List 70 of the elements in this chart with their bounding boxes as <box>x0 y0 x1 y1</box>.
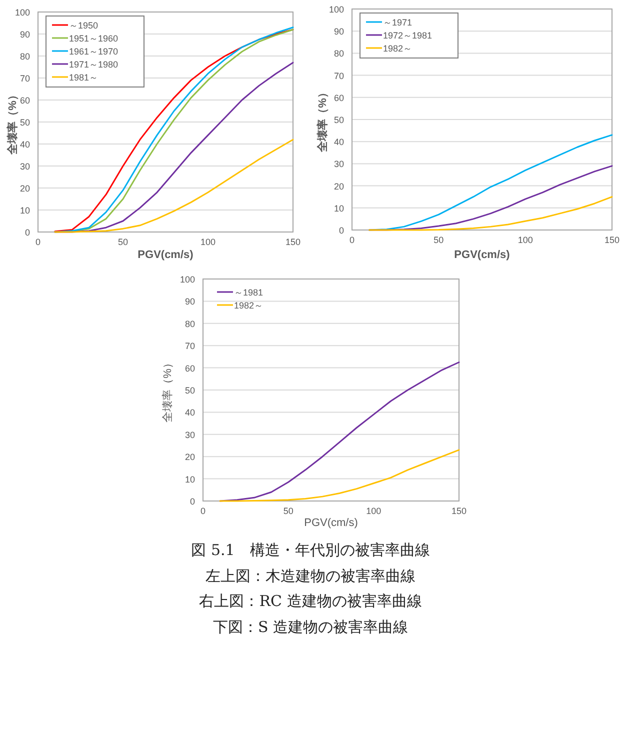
legend-label: 1951～1960 <box>69 34 118 44</box>
y-tick-label: 80 <box>184 318 195 329</box>
y-tick-label: 0 <box>190 496 195 506</box>
x-tick-label: 150 <box>451 506 467 516</box>
y-tick-label: 40 <box>334 137 344 148</box>
y-tick-label: 50 <box>184 386 195 396</box>
y-tick-label: 10 <box>20 206 30 216</box>
y-tick-label: 80 <box>20 52 30 62</box>
legend-label: ～1950 <box>69 20 98 30</box>
legend-label: 1971～1980 <box>69 60 118 70</box>
y-tick-label: 100 <box>328 4 344 14</box>
legend-label: 1972～1981 <box>383 30 432 40</box>
y-axis-title: 全壊率（%） <box>161 358 174 422</box>
x-tick-label: 100 <box>200 237 216 247</box>
x-axis-title: PGV(cm/s) <box>454 249 510 261</box>
line-series <box>368 196 613 231</box>
text: 下図：S 造建物の被害率曲線 <box>212 618 410 636</box>
x-tick-label: 50 <box>118 237 128 247</box>
legend-label: ～1971 <box>383 18 412 28</box>
x-tick-label: 100 <box>518 235 533 245</box>
y-tick-label: 50 <box>334 115 344 125</box>
y-tick-label: 30 <box>20 162 30 172</box>
legend-label: 1982～ <box>383 44 412 54</box>
y-tick-label: 20 <box>334 181 344 192</box>
x-tick-label: 50 <box>283 506 294 516</box>
x-tick-label: 0 <box>35 237 41 247</box>
y-tick-label: 10 <box>334 203 344 214</box>
x-tick-label: 0 <box>349 235 355 245</box>
y-tick-label: 90 <box>334 26 344 37</box>
y-tick-label: 10 <box>184 474 195 484</box>
x-axis-title: PGV(cm/s) <box>304 517 358 529</box>
y-tick-label: 60 <box>334 92 344 103</box>
line-series <box>368 134 613 231</box>
y-tick-label: 100 <box>14 8 30 18</box>
x-tick-label: 150 <box>285 237 301 247</box>
legend-label: 1982～ <box>234 300 264 310</box>
y-tick-label: 90 <box>20 30 30 40</box>
y-tick-label: 80 <box>334 48 344 59</box>
text: 右上図：RC 造建物の被害率曲線 <box>198 592 423 611</box>
y-tick-label: 70 <box>184 341 195 352</box>
y-tick-label: 60 <box>184 363 195 374</box>
y-tick-label: 0 <box>338 226 344 236</box>
x-tick-label: 0 <box>200 506 206 516</box>
y-tick-label: 0 <box>24 228 30 238</box>
legend-label: ～1981 <box>234 288 264 298</box>
y-tick-label: 60 <box>20 96 30 106</box>
x-tick-label: 50 <box>434 235 444 245</box>
x-tick-label: 150 <box>604 235 620 245</box>
y-tick-label: 70 <box>20 74 30 84</box>
line-series <box>219 362 460 502</box>
x-tick-label: 100 <box>366 506 382 516</box>
y-axis-title: 全壊率（%） <box>316 87 329 153</box>
text: 左上図：木造建物の被害率曲線 <box>204 566 416 586</box>
y-tick-label: 50 <box>20 118 30 128</box>
legend-label: 1961～1970 <box>69 46 118 56</box>
y-tick-label: 20 <box>20 184 30 194</box>
y-axis-title: 全壊率（%） <box>6 90 19 156</box>
y-tick-label: 30 <box>334 159 344 170</box>
line-series <box>54 138 294 233</box>
y-tick-label: 90 <box>184 296 195 307</box>
caption: 図 5.1 構造・年代別の被害率曲線 <box>190 541 431 560</box>
line-series <box>219 449 460 502</box>
x-axis-title: PGV(cm/s) <box>138 249 194 261</box>
y-tick-label: 20 <box>184 452 195 462</box>
y-tick-label: 70 <box>334 70 344 81</box>
y-tick-label: 30 <box>184 430 195 440</box>
y-tick-label: 40 <box>184 408 195 418</box>
legend-label: 1981～ <box>69 72 98 82</box>
y-tick-label: 40 <box>20 140 30 150</box>
y-tick-label: 100 <box>180 274 195 284</box>
